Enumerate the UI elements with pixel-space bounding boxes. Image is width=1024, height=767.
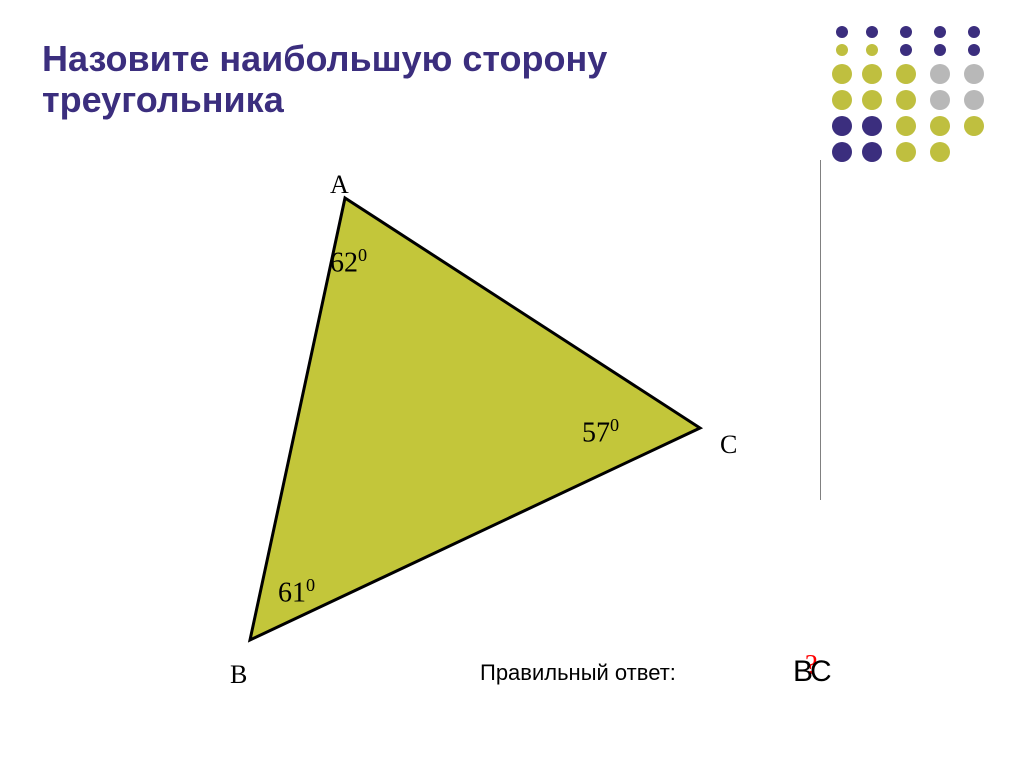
vertex-label-b: B	[230, 660, 247, 690]
vertex-label-c: C	[720, 430, 737, 460]
slide: { "title": { "text": "Назовите наибольшу…	[0, 0, 1024, 767]
answer-prompt: Правильный ответ:	[480, 660, 676, 686]
triangle-shape	[250, 198, 700, 640]
angle-c: 570	[582, 415, 619, 449]
vertex-label-a: A	[330, 170, 349, 200]
triangle-figure	[0, 0, 1024, 767]
angle-b: 610	[278, 575, 315, 609]
answer-result: ВС	[793, 655, 832, 689]
angle-a: 620	[330, 245, 367, 279]
